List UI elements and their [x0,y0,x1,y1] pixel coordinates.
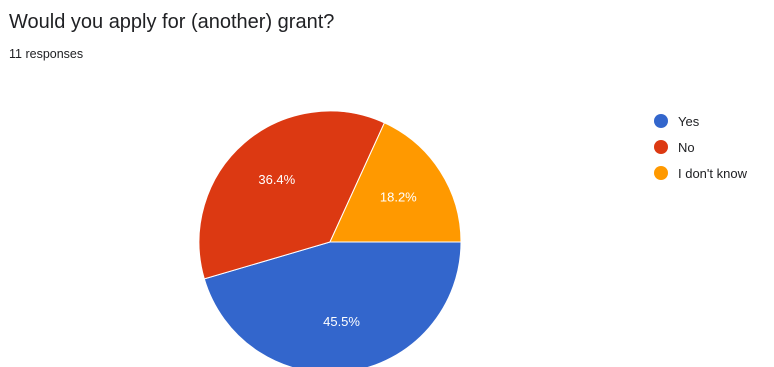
legend-swatch [654,114,668,128]
slice-label-i-don-t-know: 18.2% [380,190,417,205]
legend-label: I don't know [678,165,747,181]
pie-slice-i-don-t-know[interactable] [329,122,462,243]
slice-label-no: 36.4% [258,172,295,187]
legend-item-no[interactable]: No [654,136,747,158]
pie-slice-no[interactable] [198,110,386,280]
slice-label-yes: 45.5% [323,314,360,329]
response-count: 11 responses [9,47,84,61]
legend-swatch [654,166,668,180]
legend-label: No [678,139,695,155]
pie-slice-yes[interactable] [203,241,462,367]
chart-legend: Yes No I don't know [654,110,747,188]
legend-item-yes[interactable]: Yes [654,110,747,132]
legend-label: Yes [678,113,700,129]
legend-item-i-don-t-know[interactable]: I don't know [654,162,747,184]
legend-swatch [654,140,668,154]
question-title: Would you apply for (another) grant? [9,11,335,33]
